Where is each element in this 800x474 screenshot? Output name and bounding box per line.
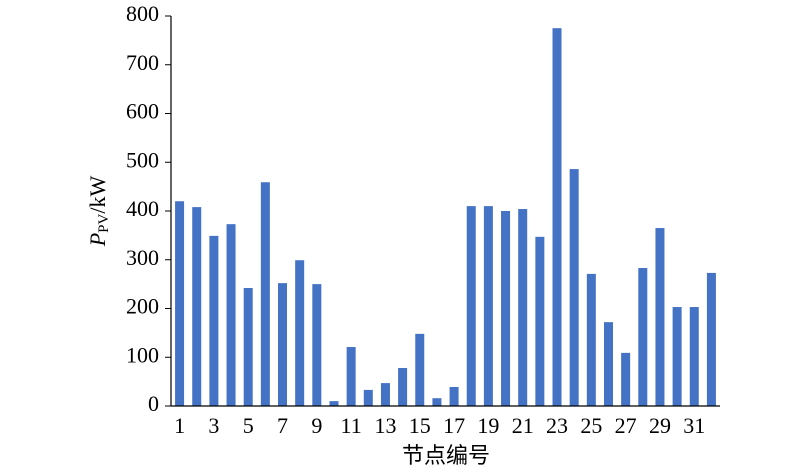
bar (329, 401, 339, 406)
x-tick-label: 29 (649, 413, 671, 438)
y-tick-label: 600 (126, 99, 159, 124)
bar (192, 207, 202, 406)
x-tick-label: 19 (477, 413, 499, 438)
bar (398, 367, 408, 406)
y-label-unit: /kW (85, 176, 110, 214)
bar (689, 307, 699, 406)
bar (466, 206, 476, 406)
x-tick-label: 23 (546, 413, 568, 438)
bar (260, 182, 270, 406)
bar (638, 268, 648, 406)
bar (706, 272, 716, 406)
x-tick-label: 27 (615, 413, 637, 438)
bar (535, 236, 545, 406)
x-tick-label: 11 (341, 413, 362, 438)
bar (552, 28, 562, 406)
y-tick-label: 800 (126, 1, 159, 26)
y-label-symbol: P (85, 233, 110, 247)
bar (175, 201, 185, 406)
y-axis-label: PPV/kW (85, 176, 112, 248)
y-tick-label: 0 (148, 391, 159, 416)
y-tick-label: 400 (126, 196, 159, 221)
bar (226, 224, 236, 406)
bar (603, 322, 613, 406)
bar (346, 347, 356, 406)
x-tick-label: 31 (683, 413, 705, 438)
bar (295, 260, 305, 406)
bar (209, 235, 219, 406)
bar (278, 283, 288, 406)
x-tick-label: 1 (174, 413, 185, 438)
bar (363, 389, 373, 406)
y-tick-label: 200 (126, 294, 159, 319)
bar (655, 228, 665, 406)
bar (672, 307, 682, 406)
bar (501, 211, 511, 406)
bar (518, 209, 528, 406)
y-tick-label: 300 (126, 245, 159, 270)
y-tick-label: 700 (126, 50, 159, 75)
bar (432, 398, 442, 406)
x-tick-label: 7 (277, 413, 288, 438)
bar (415, 333, 425, 406)
bar (483, 206, 493, 406)
y-tick-label: 500 (126, 147, 159, 172)
bar (586, 273, 596, 406)
y-tick-label: 100 (126, 342, 159, 367)
x-tick-label: 13 (374, 413, 396, 438)
y-label-subscript: PV (96, 213, 112, 232)
bar (449, 386, 459, 406)
x-tick-label: 15 (409, 413, 431, 438)
x-tick-label: 9 (311, 413, 322, 438)
x-axis-label: 节点编号 (402, 443, 490, 468)
x-tick-label: 3 (208, 413, 219, 438)
bar (569, 169, 579, 406)
x-tick-label: 21 (512, 413, 534, 438)
bar (312, 284, 322, 406)
bar (243, 288, 253, 406)
x-tick-label: 25 (580, 413, 602, 438)
bar (380, 383, 390, 406)
bar (621, 352, 631, 406)
x-tick-label: 17 (443, 413, 465, 438)
x-tick-label: 5 (243, 413, 254, 438)
